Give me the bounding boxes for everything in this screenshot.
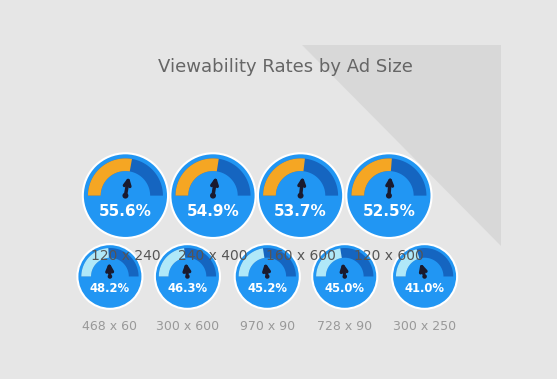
Circle shape	[155, 244, 220, 309]
Polygon shape	[351, 158, 392, 196]
Circle shape	[422, 274, 427, 279]
Circle shape	[210, 193, 216, 199]
Text: 45.2%: 45.2%	[247, 282, 287, 295]
Circle shape	[265, 274, 270, 279]
Polygon shape	[351, 158, 427, 196]
Text: 55.6%: 55.6%	[99, 204, 152, 219]
Polygon shape	[81, 248, 109, 276]
Polygon shape	[88, 158, 163, 196]
Circle shape	[297, 193, 304, 199]
Text: 240 x 400: 240 x 400	[178, 249, 248, 263]
Circle shape	[392, 244, 457, 309]
Text: 46.3%: 46.3%	[167, 282, 208, 295]
Text: 45.0%: 45.0%	[325, 282, 365, 295]
Text: 300 x 250: 300 x 250	[393, 319, 456, 333]
Circle shape	[346, 153, 432, 238]
Text: 120 x 600: 120 x 600	[354, 249, 424, 263]
Polygon shape	[88, 158, 132, 196]
Circle shape	[258, 153, 343, 238]
Circle shape	[83, 153, 168, 238]
Circle shape	[108, 274, 112, 279]
Text: 728 x 90: 728 x 90	[317, 319, 372, 333]
Circle shape	[123, 193, 129, 199]
Polygon shape	[238, 248, 265, 276]
Polygon shape	[81, 248, 139, 276]
Polygon shape	[159, 248, 216, 276]
Circle shape	[170, 153, 256, 238]
Text: 468 x 60: 468 x 60	[82, 319, 138, 333]
Polygon shape	[302, 45, 501, 246]
Circle shape	[77, 244, 143, 309]
Circle shape	[234, 244, 300, 309]
Text: 970 x 90: 970 x 90	[240, 319, 295, 333]
Circle shape	[386, 193, 392, 199]
Text: 52.5%: 52.5%	[363, 204, 416, 219]
Polygon shape	[396, 248, 453, 276]
Polygon shape	[316, 248, 373, 276]
Polygon shape	[175, 158, 251, 196]
Text: 53.7%: 53.7%	[274, 204, 327, 219]
Circle shape	[312, 244, 377, 309]
Polygon shape	[396, 249, 419, 276]
Text: 41.0%: 41.0%	[404, 282, 444, 295]
Polygon shape	[263, 158, 338, 196]
Polygon shape	[238, 248, 296, 276]
Circle shape	[343, 274, 347, 279]
Text: 120 x 240: 120 x 240	[91, 249, 160, 263]
Text: 300 x 600: 300 x 600	[156, 319, 219, 333]
Text: Viewability Rates by Ad Size: Viewability Rates by Ad Size	[158, 58, 413, 76]
Polygon shape	[316, 248, 342, 276]
Polygon shape	[159, 248, 185, 276]
Polygon shape	[175, 158, 219, 196]
Circle shape	[185, 274, 190, 279]
Polygon shape	[263, 158, 305, 196]
Text: 54.9%: 54.9%	[187, 204, 240, 219]
Text: 48.2%: 48.2%	[90, 282, 130, 295]
Text: 160 x 600: 160 x 600	[266, 249, 335, 263]
